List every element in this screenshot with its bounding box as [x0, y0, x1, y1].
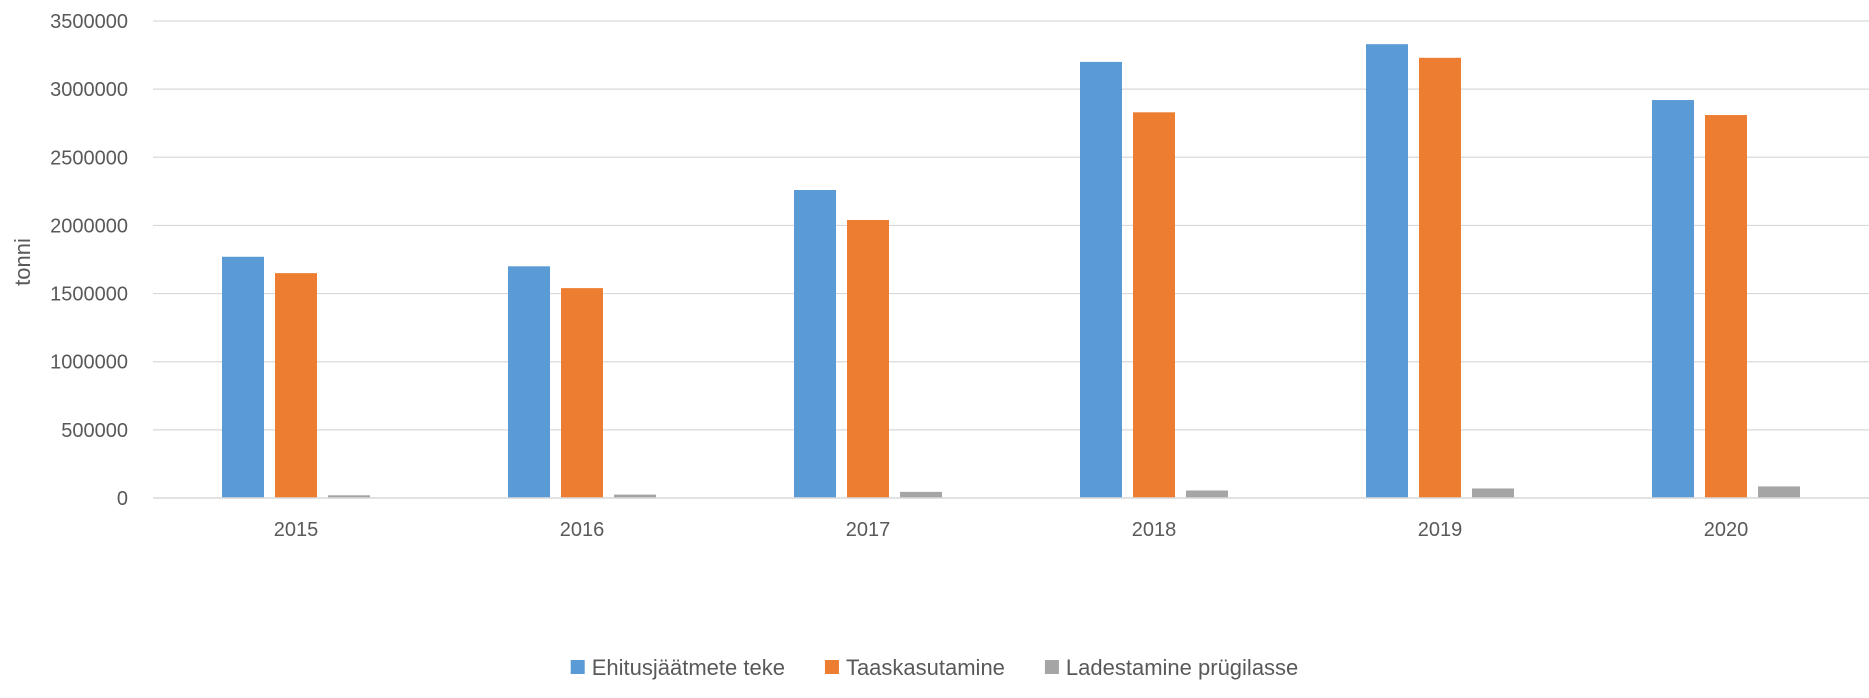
legend-label: Taaskasutamine [846, 655, 1005, 680]
bar [847, 219, 889, 498]
bar [900, 491, 942, 498]
bar [328, 495, 370, 498]
y-axis-title: tonni [10, 238, 35, 286]
bar [1186, 490, 1228, 498]
legend-item: Ehitusjäätmete teke [570, 655, 785, 680]
bar [794, 189, 836, 498]
legend: Ehitusjäätmete teke Taaskasutamine Ladesta… [570, 655, 1298, 680]
x-axis-ticks: 2015 2016 2017 2018 2019 2020 [274, 519, 1749, 541]
y-tick-label: 1500000 [50, 284, 128, 306]
bars [222, 44, 1800, 499]
bar [1366, 44, 1408, 498]
legend-item: Ladestamine prügilasse [1044, 655, 1298, 680]
bar [614, 494, 656, 498]
bar [1133, 112, 1175, 498]
bar [222, 256, 264, 498]
bar [1419, 57, 1461, 498]
bar [1080, 61, 1122, 499]
x-tick-label: 2018 [1132, 519, 1177, 541]
x-tick-label: 2020 [1704, 519, 1749, 541]
legend-item: Taaskasutamine [824, 655, 1005, 680]
bar [1472, 488, 1514, 498]
y-tick-label: 1000000 [50, 352, 128, 374]
bar [1705, 115, 1747, 498]
x-tick-label: 2019 [1418, 519, 1463, 541]
legend-swatch [824, 660, 839, 674]
x-tick-label: 2017 [846, 519, 891, 541]
legend-swatch [570, 660, 585, 674]
y-tick-label: 500000 [61, 420, 128, 442]
y-tick-label: 0 [117, 488, 128, 510]
gridlines [153, 20, 1869, 431]
bar [508, 266, 550, 498]
x-tick-label: 2016 [560, 519, 605, 541]
bar [1758, 486, 1800, 498]
y-tick-label: 2000000 [50, 215, 128, 237]
bar [275, 273, 317, 498]
y-axis-ticks: 0 500000 1000000 1500000 2000000 2500000 30000… [50, 11, 128, 510]
legend-swatch [1044, 660, 1059, 674]
y-tick-label: 3000000 [50, 79, 128, 101]
y-tick-label: 2500000 [50, 147, 128, 169]
y-tick-label: 3500000 [50, 11, 128, 33]
x-tick-label: 2015 [274, 519, 319, 541]
bar [1652, 100, 1694, 498]
legend-label: Ehitusjäätmete teke [592, 655, 785, 680]
legend-label: Ladestamine prügilasse [1066, 655, 1298, 680]
bar [561, 288, 603, 498]
